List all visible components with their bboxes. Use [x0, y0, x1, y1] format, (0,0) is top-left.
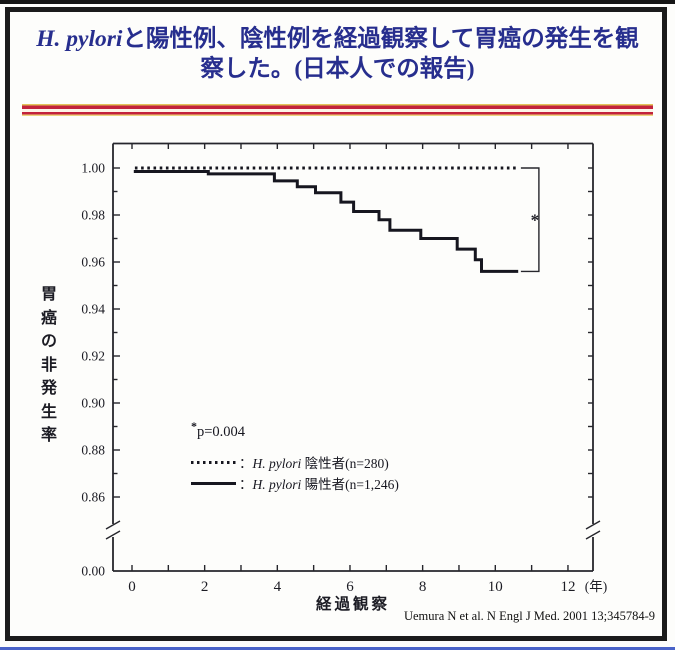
slide-border [5, 7, 667, 641]
reference-citation: Uemura N et al. N Engl J Med. 2001 13;34… [403, 609, 655, 623]
x-tick-label: 0 [128, 579, 136, 595]
legend-positive-label: ：H. pylori 陽性者(n=1,246) [239, 477, 399, 493]
p-value-text: p=0.004 [197, 423, 246, 440]
legend-item-positive: ：H. pylori 陽性者(n=1,246) [191, 473, 399, 494]
p-value-star: * [191, 419, 197, 433]
x-axis-title: 経過観察 [315, 596, 390, 613]
title-line2: 察した。(日本人での報告) [200, 56, 475, 82]
y-axis-title-char: 癌 [40, 309, 57, 327]
y-axis-title-char: 生 [40, 403, 57, 421]
y-axis-break [105, 520, 121, 530]
y-axis-title-char: の [40, 333, 57, 350]
right-axis-break [585, 520, 601, 530]
x-tick-label: 12 [560, 579, 575, 595]
x-tick-label: 8 [419, 579, 427, 595]
series-positive-line [133, 170, 519, 273]
y-tick-label: 0.98 [81, 208, 105, 223]
title-italic-species: H. pylori [36, 26, 123, 52]
y-tick-label: 0.92 [81, 349, 105, 364]
legend-item-negative: ：H. pylori 陰性者(n=280) [191, 452, 399, 473]
x-tick-label: 10 [488, 579, 503, 595]
title-line1: H. pyloriと陽性例、陰性例を経過観察して胃癌の発生を観 [30, 24, 645, 54]
chart-legend: *p=0.004 ：H. pylori 陰性者(n=280) ：H. pylor… [191, 419, 399, 494]
y-tick-label: 0.96 [81, 255, 105, 270]
x-tick-label: 2 [201, 579, 209, 595]
x-tick-label: 6 [346, 579, 354, 595]
y-axis-title-char: 非 [40, 356, 57, 374]
solid-line-sample [191, 481, 236, 485]
y-axis-break [105, 530, 121, 540]
title-line1-rest: と陽性例、陰性例を経過観察して胃癌の発生を観 [122, 26, 639, 52]
y-axis-title: 胃癌の非発生率 [36, 283, 62, 448]
y-tick-label: 0.94 [81, 302, 105, 317]
y-zero-label: 0.00 [81, 564, 105, 579]
y-tick-label: 0.90 [81, 396, 105, 411]
significance-star: * [531, 211, 540, 230]
y-axis-title-char: 率 [40, 427, 57, 444]
x-tick-label: 4 [274, 579, 282, 595]
p-value-label: *p=0.004 [191, 419, 399, 441]
x-unit-label: (年) [585, 579, 608, 594]
slide-title: H. pyloriと陽性例、陰性例を経過観察して胃癌の発生を観 察した。(日本人… [30, 24, 645, 84]
y-tick-label: 0.88 [81, 443, 105, 458]
y-tick-label: 0.86 [81, 490, 105, 505]
right-axis-break [585, 530, 601, 540]
scan-artifact-bottom [0, 647, 675, 650]
y-tick-label: 1.00 [81, 161, 105, 176]
y-axis-title-char: 発 [40, 380, 57, 397]
significance-bracket [520, 167, 540, 273]
title-divider-double-rule [22, 104, 653, 117]
y-axis-title-char: 胃 [40, 286, 57, 303]
scan-artifact-top [0, 0, 675, 4]
legend-negative-label: ：H. pylori 陰性者(n=280) [239, 456, 389, 472]
dotted-line-sample [191, 460, 236, 464]
